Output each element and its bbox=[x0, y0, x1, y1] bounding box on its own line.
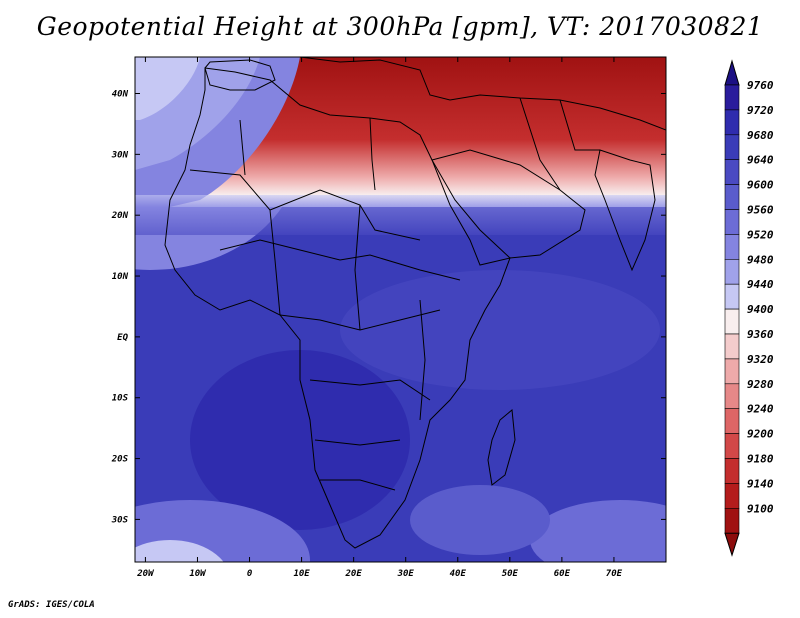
colorbar-top-arrow bbox=[724, 59, 740, 86]
colorbar-swatch bbox=[724, 134, 740, 161]
colorbar-label: 9600 bbox=[747, 179, 774, 192]
lon-tick-label: 10E bbox=[293, 569, 310, 579]
colorbar-label: 9280 bbox=[747, 378, 774, 391]
colorbar-label: 9400 bbox=[747, 303, 774, 316]
colorbar-swatch bbox=[724, 458, 740, 484]
colorbar-label: 9760 bbox=[747, 79, 774, 92]
colorbar-label: 9360 bbox=[747, 328, 774, 341]
lat-tick-label: 40N bbox=[112, 90, 129, 100]
colorbar-label: 9520 bbox=[747, 228, 774, 241]
lat-tick-label: 20N bbox=[111, 211, 129, 221]
lon-tick-label: 60E bbox=[554, 569, 571, 579]
colorbar-swatch bbox=[724, 283, 740, 310]
colorbar-swatch bbox=[724, 109, 740, 136]
lon-tick-label: 10W bbox=[189, 569, 207, 579]
colorbar-swatch bbox=[724, 159, 740, 185]
footer-credit: GrADS: IGES/COLA bbox=[8, 600, 95, 610]
colorbar-label: 9640 bbox=[747, 154, 774, 167]
colorbar-swatch bbox=[724, 358, 740, 385]
map-title: Geopotential Height at 300hPa [gpm], VT:… bbox=[36, 12, 764, 41]
colorbar-swatch bbox=[724, 433, 740, 459]
lat-tick-label: 10S bbox=[112, 394, 129, 404]
lat-tick-label: 20S bbox=[111, 455, 129, 465]
colorbar-label: 9240 bbox=[747, 403, 774, 416]
colorbar-label: 9440 bbox=[747, 278, 774, 291]
plot-frame bbox=[134, 56, 667, 563]
geopotential-field bbox=[135, 57, 666, 562]
colorbar-swatch bbox=[724, 184, 740, 210]
lon-tick-label: 20W bbox=[136, 569, 155, 579]
colorbar-swatch bbox=[724, 408, 740, 434]
lat-tick-label: 30S bbox=[111, 515, 129, 525]
colorbar: 9760 9720 9680 9640 9600 9560 9520 9480 9440 9400… bbox=[724, 59, 774, 557]
colorbar-label: 9480 bbox=[747, 253, 774, 266]
lat-tick-label: 10N bbox=[112, 272, 129, 282]
colorbar-label: 9680 bbox=[747, 129, 774, 142]
lon-tick-label: 0 bbox=[247, 569, 253, 579]
colorbar-label: 9720 bbox=[747, 104, 774, 117]
colorbar-swatch bbox=[724, 507, 740, 534]
colorbar-label: 9140 bbox=[747, 477, 774, 490]
colorbar-label: 9320 bbox=[747, 353, 774, 366]
lon-tick-label: 50E bbox=[502, 569, 519, 579]
lon-tick-label: 30E bbox=[397, 569, 415, 579]
colorbar-swatch bbox=[724, 308, 740, 335]
colorbar-bottom-arrow bbox=[724, 532, 740, 557]
colorbar-label: 9180 bbox=[747, 453, 774, 466]
colorbar-swatch bbox=[724, 234, 740, 260]
colorbar-label: 9200 bbox=[747, 428, 774, 441]
colorbar-swatch bbox=[724, 209, 740, 235]
colorbar-swatch bbox=[724, 483, 740, 509]
colorbar-swatch bbox=[724, 258, 740, 285]
lon-tick-label: 70E bbox=[606, 569, 623, 579]
lat-tick-label: EQ bbox=[117, 333, 128, 343]
lon-axis: 20W 10W 0 10E 20E 30E 40E 50E 60E 70E bbox=[136, 57, 623, 579]
lon-tick-label: 20E bbox=[345, 569, 363, 579]
colorbar-swatch bbox=[724, 84, 740, 111]
colorbar-swatch bbox=[724, 383, 740, 409]
colorbar-label: 9560 bbox=[747, 204, 774, 217]
lat-tick-label: 30N bbox=[111, 150, 129, 160]
lat-axis: 40N 30N 20N 10N EQ 10S 20S 30S bbox=[111, 90, 666, 525]
coastlines bbox=[164, 57, 666, 549]
lon-tick-label: 40E bbox=[450, 569, 467, 579]
colorbar-swatch bbox=[724, 333, 740, 360]
map-figure: 40N 30N 20N 10N EQ 10S 20S 30S 20W 10W 0 10E 20E 30E… bbox=[111, 56, 774, 579]
colorbar-label: 9100 bbox=[747, 502, 774, 515]
